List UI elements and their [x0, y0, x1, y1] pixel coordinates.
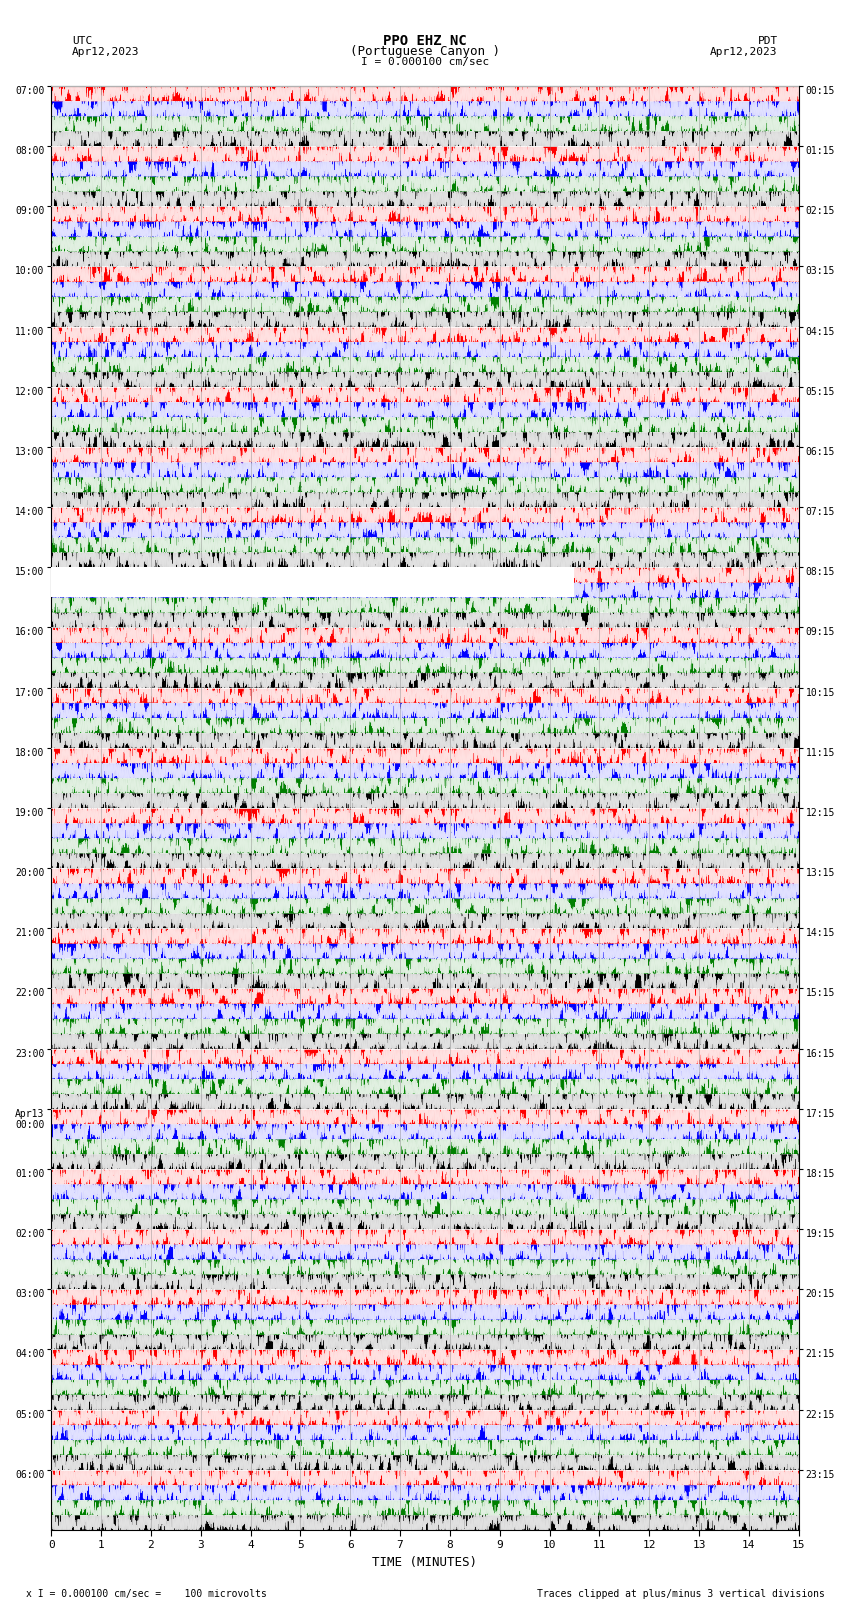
- Text: (Portuguese Canyon ): (Portuguese Canyon ): [350, 45, 500, 58]
- Text: PPO EHZ NC: PPO EHZ NC: [383, 34, 467, 48]
- Text: Apr12,2023: Apr12,2023: [711, 47, 778, 56]
- Text: UTC: UTC: [72, 35, 93, 47]
- Text: PDT: PDT: [757, 35, 778, 47]
- Text: I = 0.000100 cm/sec: I = 0.000100 cm/sec: [361, 56, 489, 68]
- Text: x I = 0.000100 cm/sec =    100 microvolts: x I = 0.000100 cm/sec = 100 microvolts: [26, 1589, 266, 1598]
- Text: Traces clipped at plus/minus 3 vertical divisions: Traces clipped at plus/minus 3 vertical …: [536, 1589, 824, 1598]
- X-axis label: TIME (MINUTES): TIME (MINUTES): [372, 1557, 478, 1569]
- Text: Apr12,2023: Apr12,2023: [72, 47, 139, 56]
